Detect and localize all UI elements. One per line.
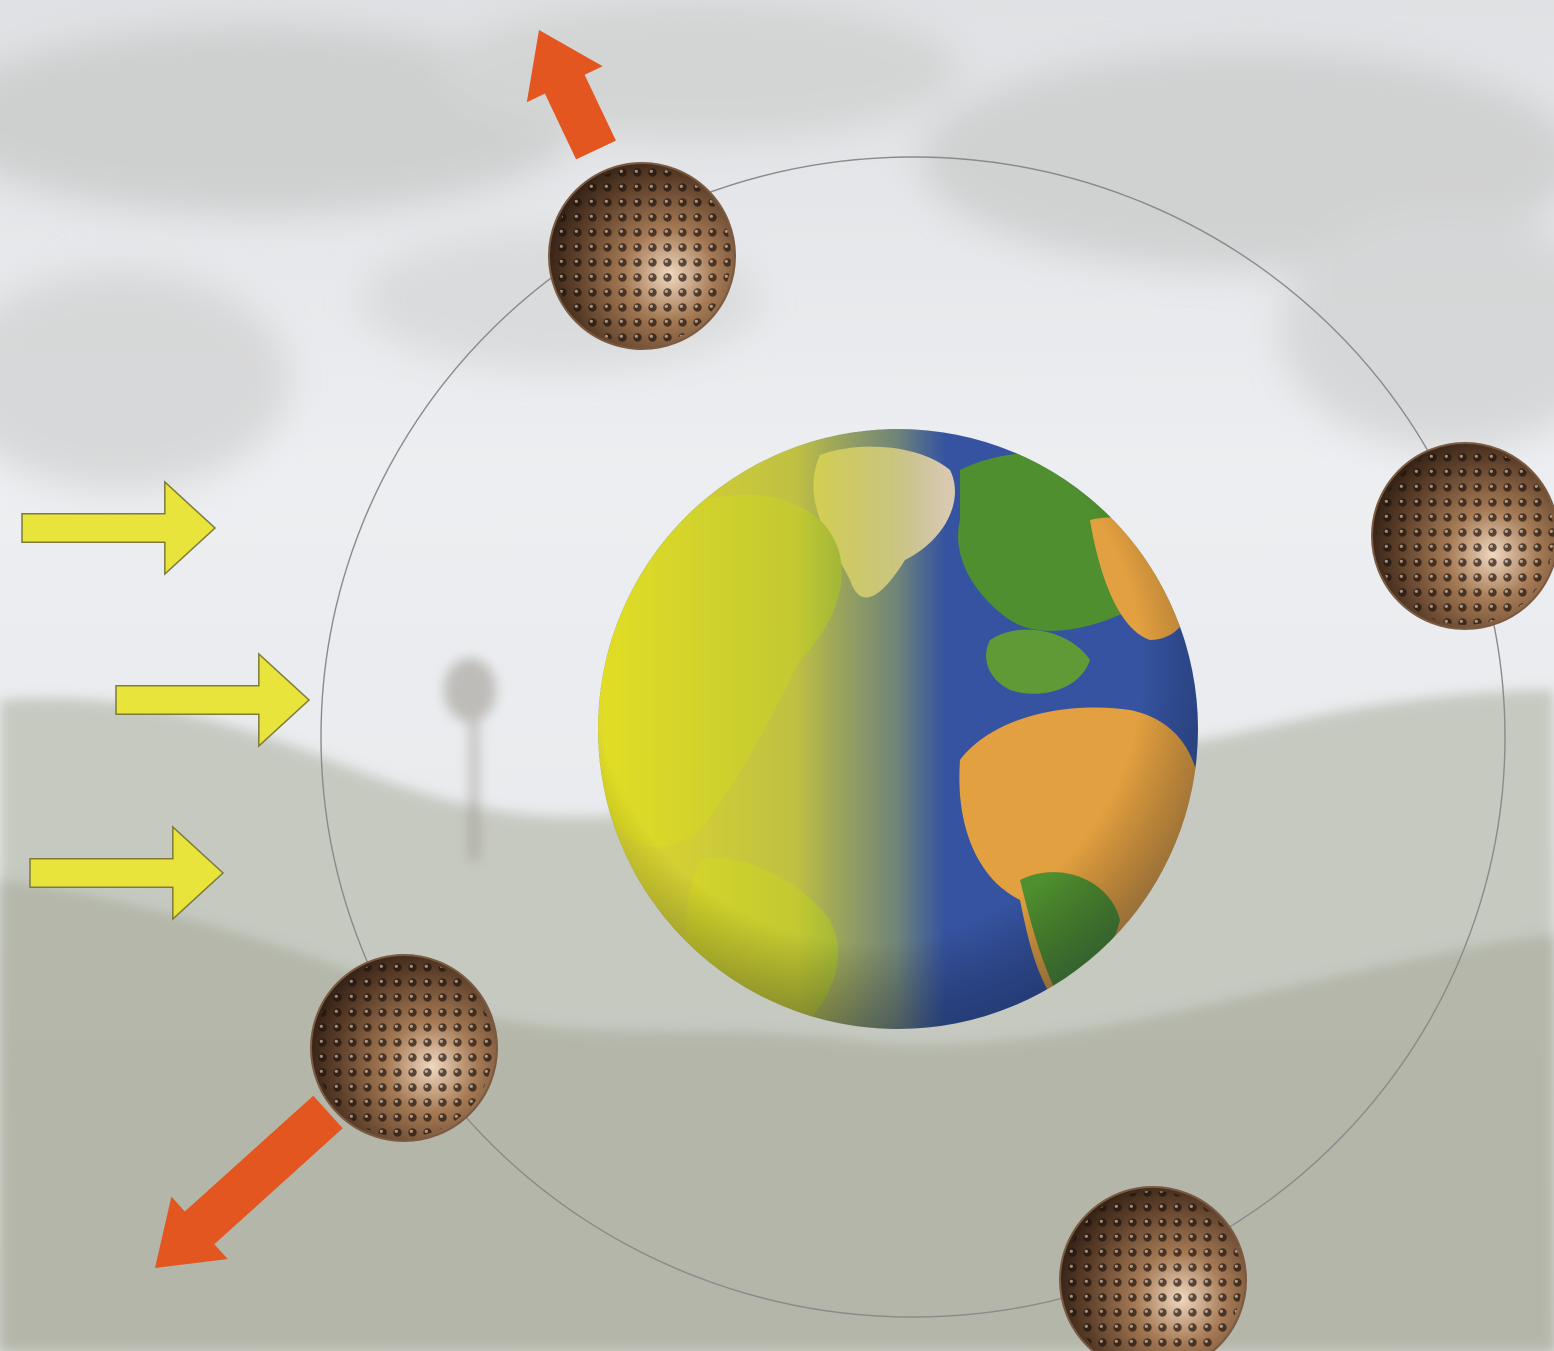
escape-arrows (155, 30, 616, 1268)
satellite-sphere-icon (310, 954, 498, 1142)
incoming-arrows (21, 480, 311, 921)
right-arrow-icon (29, 825, 225, 921)
right-arrow-icon (21, 480, 217, 576)
satellites (310, 162, 1554, 1351)
tree-silhouette (444, 658, 496, 860)
orbit-path (320, 156, 1506, 1318)
right-arrow-icon (115, 652, 311, 748)
earth-globe (598, 429, 1198, 1029)
escape-arrow-icon (155, 1095, 343, 1268)
escape-arrow-icon (526, 30, 616, 160)
satellite-sphere-icon (1059, 1186, 1247, 1351)
satellite-sphere-icon (548, 162, 736, 350)
satellite-sphere-icon (1371, 442, 1554, 630)
